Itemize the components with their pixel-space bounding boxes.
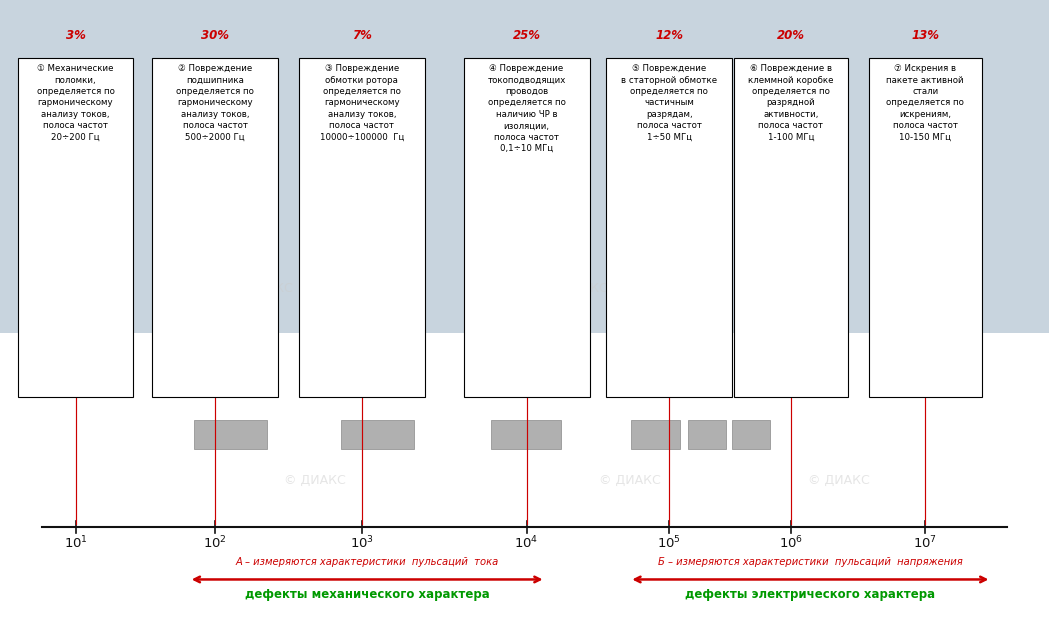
Bar [631,420,680,449]
Bar [464,58,590,397]
Bar [0,333,1049,641]
Text: 3%: 3% [66,29,85,42]
Text: ⑤ Повреждение
в статорной обмотке
определяется по
частичным
разрядам,
полоса час: ⑤ Повреждение в статорной обмотке опреде… [621,64,718,142]
Text: 30%: 30% [201,29,229,42]
Text: ⑥ Повреждение в
клеммной коробке
определяется по
разрядной
активности,
полоса ча: ⑥ Повреждение в клеммной коробке определ… [748,64,834,142]
Bar [194,420,267,449]
Text: 25%: 25% [513,29,540,42]
Text: © ДИАКС: © ДИАКС [756,282,817,295]
Text: ⑦ Искрения в
пакете активной
стали
определяется по
искрениям,
полоса частот
10-1: ⑦ Искрения в пакете активной стали опред… [886,64,964,142]
Text: © ДИАКС: © ДИАКС [232,282,293,295]
Bar [341,420,414,449]
Text: © ДИАКС: © ДИАКС [284,474,345,487]
Bar [491,420,561,449]
Text: 10$^4$: 10$^4$ [514,535,539,551]
Text: А – измеряются характеристики  пульсаций  тока: А – измеряются характеристики пульсаций … [236,556,498,567]
Bar [688,420,726,449]
Bar [606,58,732,397]
Text: ② Повреждение
подшипника
определяется по
гармоническому
анализу токов,
полоса ча: ② Повреждение подшипника определяется по… [176,64,254,142]
Text: © ДИАКС: © ДИАКС [547,282,607,295]
Text: ④ Повреждение
токоподводящих
проводов
определяется по
наличию ЧР в
изоляции,
пол: ④ Повреждение токоподводящих проводов оп… [488,64,565,153]
Bar [18,58,133,397]
Text: 13%: 13% [912,29,939,42]
Text: Б – измеряются характеристики  пульсаций  напряжения: Б – измеряются характеристики пульсаций … [658,556,963,567]
Bar [734,58,848,397]
Text: 20%: 20% [777,29,805,42]
Text: 10$^6$: 10$^6$ [778,535,804,551]
Text: ① Механические
поломки,
определяется по
гармоническому
анализу токов,
полоса час: ① Механические поломки, определяется по … [37,64,114,142]
Text: 10$^3$: 10$^3$ [350,535,373,551]
Bar [152,58,278,397]
Text: 12%: 12% [656,29,683,42]
Text: © ДИАКС: © ДИАКС [809,474,870,487]
Text: 10$^5$: 10$^5$ [658,535,681,551]
Bar [732,420,770,449]
Text: © ДИАКС: © ДИАКС [599,474,660,487]
Text: дефекты электрического характера: дефекты электрического характера [685,588,936,601]
Text: 10$^1$: 10$^1$ [64,535,87,551]
Text: 10$^2$: 10$^2$ [204,535,227,551]
Bar [0,0,1049,333]
Text: ③ Повреждение
обмотки ротора
определяется по
гармоническому
анализу токов,
полос: ③ Повреждение обмотки ротора определяетс… [320,64,404,142]
Bar [299,58,425,397]
Text: 10$^7$: 10$^7$ [914,535,937,551]
Bar [869,58,982,397]
Text: 7%: 7% [352,29,371,42]
Text: дефекты механического характера: дефекты механического характера [244,588,490,601]
